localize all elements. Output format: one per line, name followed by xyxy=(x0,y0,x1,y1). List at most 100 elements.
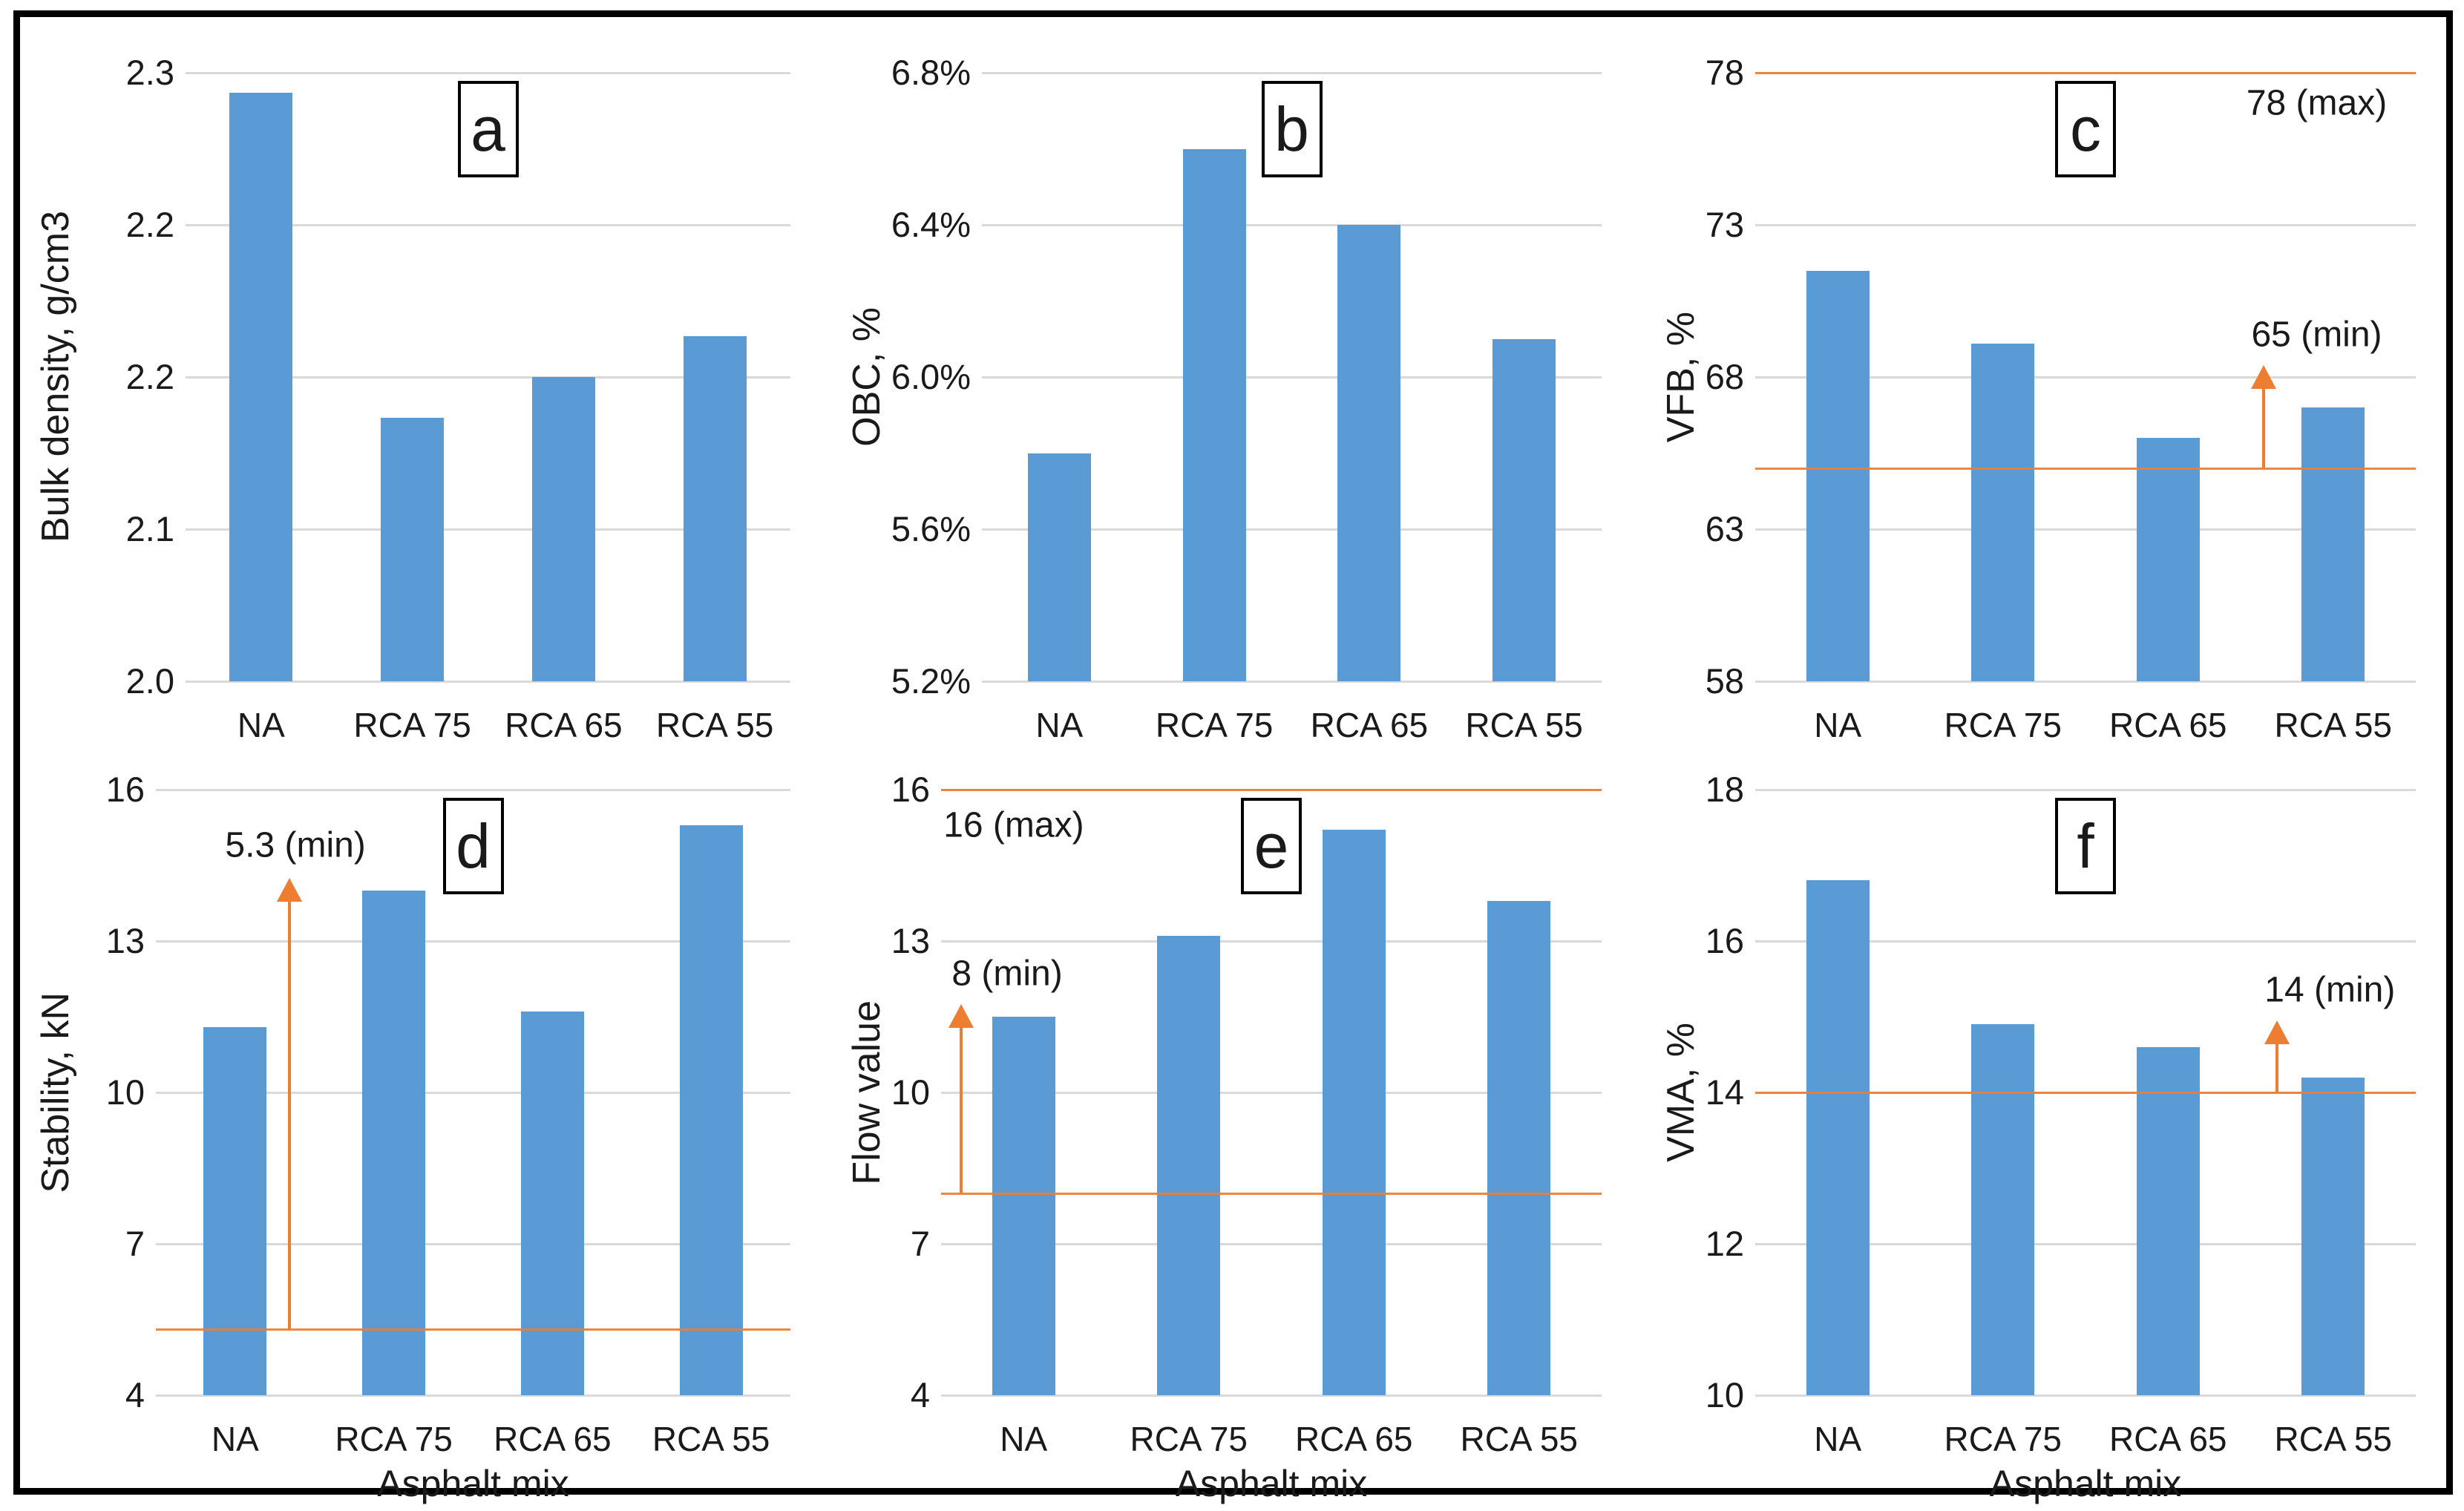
gridline xyxy=(1755,528,2416,531)
panel-letter: d xyxy=(456,810,491,881)
reference-label: 16 (max) xyxy=(943,805,1084,845)
bar-rca-55 xyxy=(679,825,743,1395)
x-tick-label: NA xyxy=(1000,1420,1048,1458)
y-tick-label: 6.0% xyxy=(891,357,971,396)
x-tick-label: NA xyxy=(211,1420,259,1458)
x-axis-title: Asphalt mix xyxy=(1989,1463,2182,1504)
panel-letter: b xyxy=(1274,94,1309,164)
gridline xyxy=(982,376,1602,378)
gridline xyxy=(982,71,1602,74)
panel-letter: e xyxy=(1254,810,1289,881)
gridline xyxy=(1755,223,2416,226)
bar-rca-75 xyxy=(1971,1024,2035,1395)
gridline xyxy=(982,680,1602,683)
x-tick-label: RCA 75 xyxy=(1944,706,2062,744)
y-tick-label: 4 xyxy=(125,1375,145,1415)
panel-letter: a xyxy=(471,94,505,164)
gridline xyxy=(1755,376,2416,378)
reference-line xyxy=(1755,1091,2416,1094)
x-tick-label: RCA 55 xyxy=(652,1420,770,1458)
y-tick-label: 14 xyxy=(1705,1072,1744,1112)
x-tick-label: NA xyxy=(237,706,285,744)
reference-line xyxy=(156,1328,790,1331)
gridline xyxy=(982,223,1602,226)
x-tick-label: RCA 65 xyxy=(2109,1420,2227,1458)
min-arrow-shaft xyxy=(2275,1040,2279,1092)
y-tick-label: 2.3 xyxy=(125,53,174,92)
arrow-up-icon xyxy=(2251,364,2277,389)
x-tick-label: RCA 75 xyxy=(1130,1420,1248,1458)
gridline xyxy=(156,788,790,791)
gridline xyxy=(156,940,790,943)
bar-rca-55 xyxy=(1493,338,1556,681)
reference-label: 14 (min) xyxy=(2264,970,2396,1010)
x-tick-label: RCA 55 xyxy=(1460,1420,1579,1458)
bar-rca-65 xyxy=(531,377,595,681)
bar-na xyxy=(229,93,293,681)
x-tick-label: RCA 65 xyxy=(494,1420,612,1458)
bar-rca-65 xyxy=(1337,225,1401,681)
y-tick-label: 2.0 xyxy=(125,661,174,701)
min-arrow-shaft xyxy=(2262,384,2266,468)
gridline xyxy=(1755,680,2416,683)
bar-rca-55 xyxy=(2301,407,2365,681)
x-tick-label: NA xyxy=(1035,706,1084,744)
bar-rca-65 xyxy=(520,1012,584,1395)
x-tick-label: RCA 55 xyxy=(2274,706,2393,744)
x-tick-label: RCA 55 xyxy=(655,706,774,744)
x-tick-label: RCA 75 xyxy=(1944,1420,2062,1458)
y-tick-label: 16 xyxy=(1705,921,1744,960)
panel-letter-box: c xyxy=(2055,81,2116,177)
x-tick-label: RCA 65 xyxy=(1294,1420,1413,1458)
bar-rca-65 xyxy=(2136,1046,2200,1395)
y-tick-label: 18 xyxy=(1705,770,1744,809)
y-tick-label: 63 xyxy=(1705,509,1744,548)
arrow-up-icon xyxy=(948,1004,974,1028)
bar-rca-75 xyxy=(1182,148,1246,681)
y-tick-label: 2.2 xyxy=(125,357,174,396)
reference-line xyxy=(941,1192,1602,1195)
y-tick-label: 10 xyxy=(891,1072,930,1112)
panel-letter: f xyxy=(2077,810,2094,881)
gridline xyxy=(941,1394,1602,1397)
y-tick-label: 10 xyxy=(105,1072,145,1112)
bar-rca-75 xyxy=(362,891,426,1395)
y-tick-label: 78 xyxy=(1705,53,1744,92)
y-tick-label: 7 xyxy=(910,1224,930,1263)
reference-label: 78 (max) xyxy=(2246,83,2388,123)
panel-d: Stability, kN 16 13 10 7 4 NA RCA 75 RCA 65 RCA 5… xyxy=(19,756,824,1504)
reference-label: 65 (min) xyxy=(2251,315,2382,355)
reference-line xyxy=(1755,71,2416,74)
panel-a: Bulk density, g/cm3 2.3 2.2 2.2 2.1 2.0 NA RCA … xyxy=(19,15,824,756)
gridline xyxy=(941,1091,1602,1094)
bar-na xyxy=(1806,270,1870,681)
x-axis-title: Asphalt mix xyxy=(1175,1463,1368,1504)
y-tick-label: 2.2 xyxy=(125,205,174,244)
x-tick-label: RCA 55 xyxy=(2274,1420,2393,1458)
bar-rca-65 xyxy=(2136,438,2200,681)
y-tick-label: 6.4% xyxy=(891,205,971,244)
x-tick-label: RCA 65 xyxy=(505,706,623,744)
bar-rca-55 xyxy=(1487,900,1551,1395)
gridline xyxy=(186,680,790,683)
reference-label: 5.3 (min) xyxy=(225,825,366,865)
panel-letter: c xyxy=(2070,94,2101,164)
bar-na xyxy=(203,1026,267,1395)
x-axis-title: Asphalt mix xyxy=(377,1463,569,1504)
x-tick-label: RCA 75 xyxy=(1155,706,1274,744)
panel-c: VFB, % 78 73 68 63 58 NA RCA 75 RCA 65 RCA 55 78 (… xyxy=(1644,15,2449,756)
panel-f: VMA, % 18 16 14 12 10 NA RCA 75 RCA 65 RCA 55 Asph… xyxy=(1644,756,2449,1504)
bar-rca-75 xyxy=(1157,936,1221,1395)
y-tick-label: 73 xyxy=(1705,205,1744,244)
gridline xyxy=(156,1242,790,1245)
panel-letter-box: d xyxy=(442,798,504,894)
gridline xyxy=(1755,788,2416,791)
gridline xyxy=(186,71,790,74)
panel-b: OBC, % 6.8% 6.4% 6.0% 5.6% 5.2% NA RCA 75 RCA 65… xyxy=(830,15,1635,756)
gridline xyxy=(1755,1394,2416,1397)
bar-na xyxy=(1027,453,1091,681)
gridline xyxy=(982,528,1602,531)
reference-line xyxy=(941,788,1602,791)
x-tick-label: RCA 75 xyxy=(335,1420,453,1458)
